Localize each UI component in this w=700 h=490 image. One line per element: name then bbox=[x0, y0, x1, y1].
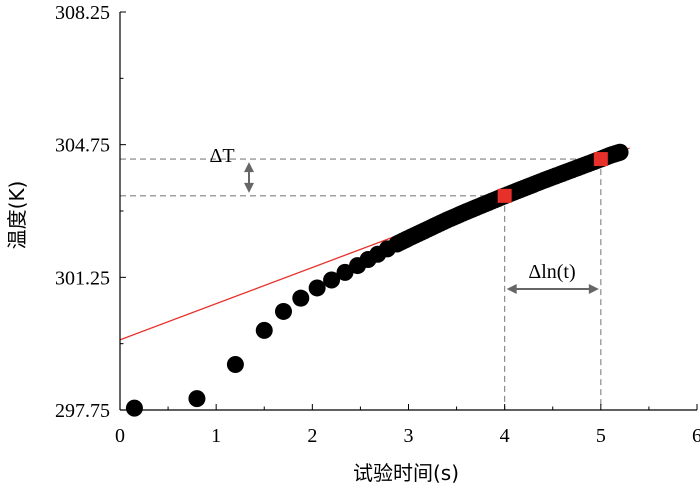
y-axis-title: 温度(K) bbox=[5, 181, 29, 250]
data-point bbox=[188, 390, 206, 408]
axes bbox=[119, 11, 698, 411]
x-tick-label: 2 bbox=[307, 425, 317, 447]
x-tick-label: 5 bbox=[596, 425, 606, 447]
guide-lines bbox=[120, 158, 602, 410]
y-tick-label: 308.25 bbox=[55, 2, 110, 24]
data-point bbox=[292, 289, 310, 307]
delta-t-arrowhead-down bbox=[244, 182, 254, 193]
highlight-marker bbox=[593, 152, 608, 167]
delta-ln-t-label: Δln(t) bbox=[528, 261, 575, 283]
delta-t-label: ΔT bbox=[209, 145, 234, 167]
data-point bbox=[274, 302, 292, 320]
y-tick-label: 297.75 bbox=[55, 400, 110, 422]
x-tick-label: 0 bbox=[115, 425, 125, 447]
annotation-arrows bbox=[244, 162, 599, 294]
highlight-markers bbox=[497, 152, 608, 203]
data-point bbox=[125, 399, 143, 417]
delta-ln-t-arrowhead-right bbox=[588, 284, 599, 294]
data-point bbox=[323, 271, 341, 289]
delta-t-arrowhead-up bbox=[244, 162, 254, 173]
x-tick-label: 1 bbox=[211, 425, 221, 447]
x-axis-title: 试验时间(s) bbox=[353, 461, 459, 485]
highlight-marker bbox=[497, 188, 512, 203]
tick-labels: 0 1 2 3 4 5 6 297.75 301.25 304.75 308.25 bbox=[55, 2, 700, 447]
x-tick-label: 3 bbox=[404, 425, 414, 447]
x-tick-label: 4 bbox=[500, 425, 510, 447]
data-point bbox=[308, 279, 326, 297]
delta-ln-t-arrowhead-left bbox=[506, 284, 517, 294]
y-tick-label: 304.75 bbox=[55, 135, 110, 157]
y-tick-label: 301.25 bbox=[55, 267, 110, 289]
data-point bbox=[226, 356, 244, 374]
x-tick-label: 6 bbox=[692, 425, 700, 447]
data-point bbox=[336, 263, 354, 281]
data-point bbox=[255, 321, 273, 339]
data-point bbox=[609, 144, 627, 162]
